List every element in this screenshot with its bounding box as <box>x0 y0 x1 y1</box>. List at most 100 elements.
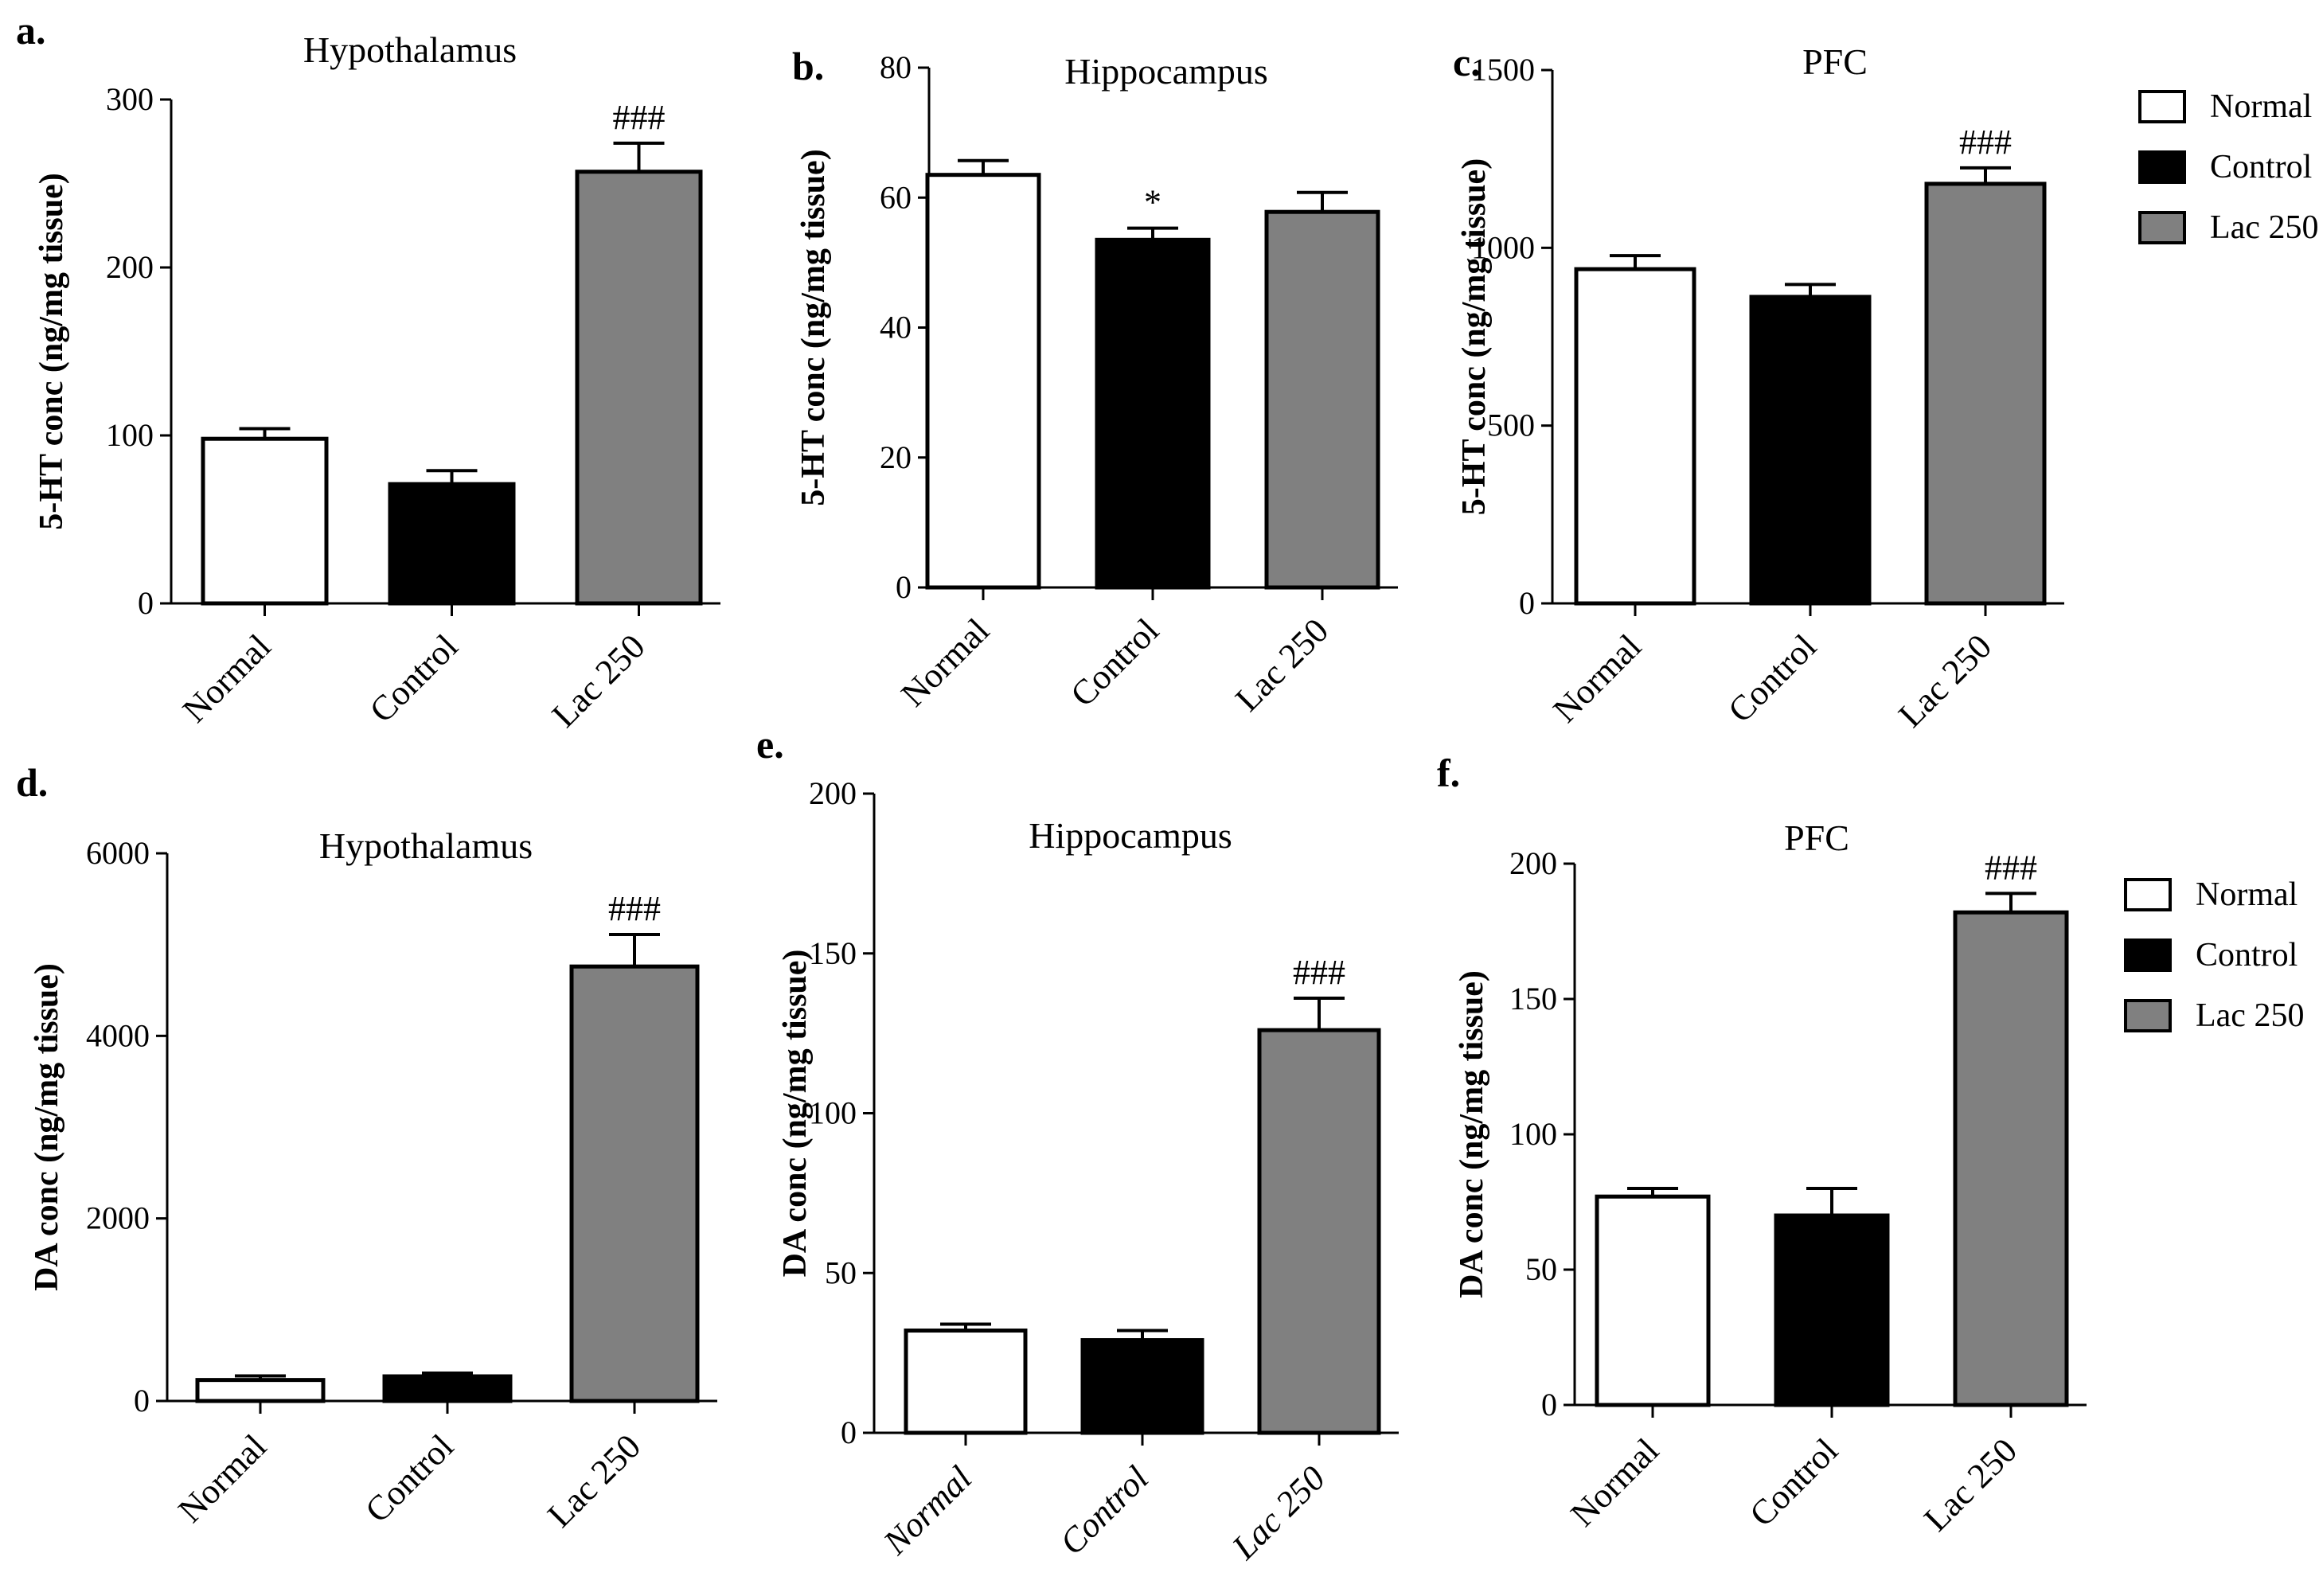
x-tick-label: Normal <box>893 611 997 714</box>
chart-title: PFC <box>1802 41 1868 82</box>
y-tick-label: 80 <box>880 49 912 85</box>
bar-lac-250 <box>1264 209 1380 590</box>
legend-label: Control <box>2196 937 2298 974</box>
y-tick-label: 0 <box>134 1383 150 1418</box>
bar-normal <box>925 173 1041 590</box>
y-tick-label: 20 <box>880 439 912 475</box>
x-tick-label: Normal <box>1545 626 1649 730</box>
x-tick-label: Normal <box>876 1458 979 1562</box>
x-tick-label: Control <box>362 626 466 730</box>
significance-label: * <box>1144 183 1161 222</box>
y-tick-label: 6000 <box>86 835 150 871</box>
x-tick-label: Control <box>357 1426 461 1530</box>
x-tick-label: Normal <box>170 1426 274 1530</box>
x-tick-label: Lac 250 <box>1224 1458 1333 1567</box>
y-tick-label: 1500 <box>1471 52 1535 88</box>
x-tick-label: Control <box>1063 611 1166 714</box>
y-tick-label: 1000 <box>1471 229 1535 265</box>
y-tick-label: 200 <box>809 775 857 811</box>
y-tick-label: 150 <box>809 935 857 971</box>
legend-swatch-normal <box>2138 90 2186 123</box>
y-axis-label: 5-HT conc (ng/mg tissue) <box>33 173 70 529</box>
panel-c: c. PFC 5-HT conc (ng/mg tissue) 0 500 1000 150… <box>1453 40 2064 735</box>
legend-label: Lac 250 <box>2210 209 2318 246</box>
chart-title: PFC <box>1784 818 1849 858</box>
y-axis-label: 5-HT conc (ng/mg tissue) <box>795 149 832 505</box>
x-tick-label: Lac 250 <box>540 1426 648 1535</box>
bar-control <box>1749 295 1872 606</box>
legend-swatch-lac-250 <box>2124 999 2172 1032</box>
bar-control <box>1080 1338 1204 1435</box>
chart-title: Hypothalamus <box>319 825 533 866</box>
y-tick-label: 60 <box>880 179 912 215</box>
panel-label: b. <box>792 44 824 88</box>
y-tick-label: 100 <box>809 1095 857 1131</box>
y-tick-label: 4000 <box>86 1017 150 1053</box>
chart-title: Hypothalamus <box>303 29 517 70</box>
chart-title: Hippocampus <box>1029 815 1232 856</box>
legend-label: Lac 250 <box>2196 997 2304 1034</box>
y-axis-label: DA conc (ng/mg tissue) <box>777 950 814 1278</box>
legend-label: Normal <box>2210 88 2312 125</box>
x-tick-label: Normal <box>1563 1430 1666 1534</box>
panel-label: a. <box>16 8 46 53</box>
significance-label: ### <box>1985 848 2037 887</box>
x-tick-label: Lac 250 <box>1916 1430 2024 1539</box>
y-tick-label: 0 <box>1519 585 1535 621</box>
bar-normal <box>904 1329 1028 1435</box>
bar-lac-250 <box>1257 1028 1381 1435</box>
x-tick-label: Lac 250 <box>1891 626 1999 735</box>
panel-f: f. PFC DA conc (ng/mg tissue) 0 50 100 150 200 N… <box>1437 751 2087 1539</box>
bar-control <box>1774 1213 1890 1407</box>
legend-swatch-control <box>2124 938 2172 972</box>
bar-normal <box>1595 1194 1711 1407</box>
chart-title: Hippocampus <box>1064 51 1268 92</box>
legend-swatch-lac-250 <box>2138 211 2186 244</box>
legend-label: Control <box>2210 149 2312 185</box>
x-tick-label: Lac 250 <box>1228 611 1336 719</box>
legend: Normal Control Lac 250 <box>2124 876 2304 1034</box>
y-tick-label: 500 <box>1487 408 1535 443</box>
x-tick-label: Normal <box>175 626 279 730</box>
y-axis-label: 5-HT conc (ng/mg tissue) <box>1456 158 1493 515</box>
bar-lac-250 <box>1924 181 2047 606</box>
bar-normal <box>195 1378 326 1403</box>
panel-label: f. <box>1437 751 1460 795</box>
panel-d: d. Hypothalamus DA conc (ng/mg tissue) 0 200… <box>16 760 717 1535</box>
bar-lac-250 <box>575 170 703 606</box>
y-tick-label: 40 <box>880 310 912 345</box>
significance-label: ### <box>1293 953 1345 992</box>
y-tick-label: 50 <box>825 1255 857 1290</box>
y-tick-label: 0 <box>841 1415 857 1450</box>
legend-label: Normal <box>2196 876 2298 913</box>
y-axis-label: DA conc (ng/mg tissue) <box>1454 970 1490 1298</box>
bar-control <box>388 482 516 606</box>
legend-swatch-control <box>2138 150 2186 184</box>
y-tick-label: 200 <box>106 249 154 285</box>
legend: Normal Control Lac 250 <box>2138 88 2318 246</box>
y-tick-label: 0 <box>896 569 912 605</box>
panel-label: d. <box>16 760 48 805</box>
bar-normal <box>201 436 329 606</box>
bar-lac-250 <box>569 964 700 1403</box>
y-tick-label: 200 <box>1509 845 1557 881</box>
x-tick-label: Control <box>1720 626 1824 730</box>
panel-label: e. <box>756 722 784 767</box>
panel-b: b. Hippocampus 5-HT conc (ng/mg tissue) 0 20… <box>792 44 1398 719</box>
significance-label: ### <box>1959 123 2012 162</box>
y-axis-label: DA conc (ng/mg tissue) <box>29 963 65 1291</box>
significance-label: ### <box>608 889 661 928</box>
y-tick-label: 2000 <box>86 1200 150 1236</box>
y-tick-label: 100 <box>1509 1116 1557 1152</box>
y-tick-label: 100 <box>106 417 154 453</box>
x-tick-label: Control <box>1052 1458 1156 1562</box>
panel-e: e. Hippocampus DA conc (ng/mg tissue) 0 50 10… <box>756 722 1399 1567</box>
y-tick-label: 300 <box>106 81 154 117</box>
x-tick-label: Lac 250 <box>545 626 653 735</box>
significance-label: ### <box>613 98 666 137</box>
bar-lac-250 <box>1953 910 2069 1407</box>
panel-a: a. Hypothalamus 5-HT conc (ng/mg tissue) 0 1… <box>16 8 720 735</box>
y-tick-label: 50 <box>1525 1251 1557 1287</box>
x-tick-label: Control <box>1742 1430 1845 1534</box>
